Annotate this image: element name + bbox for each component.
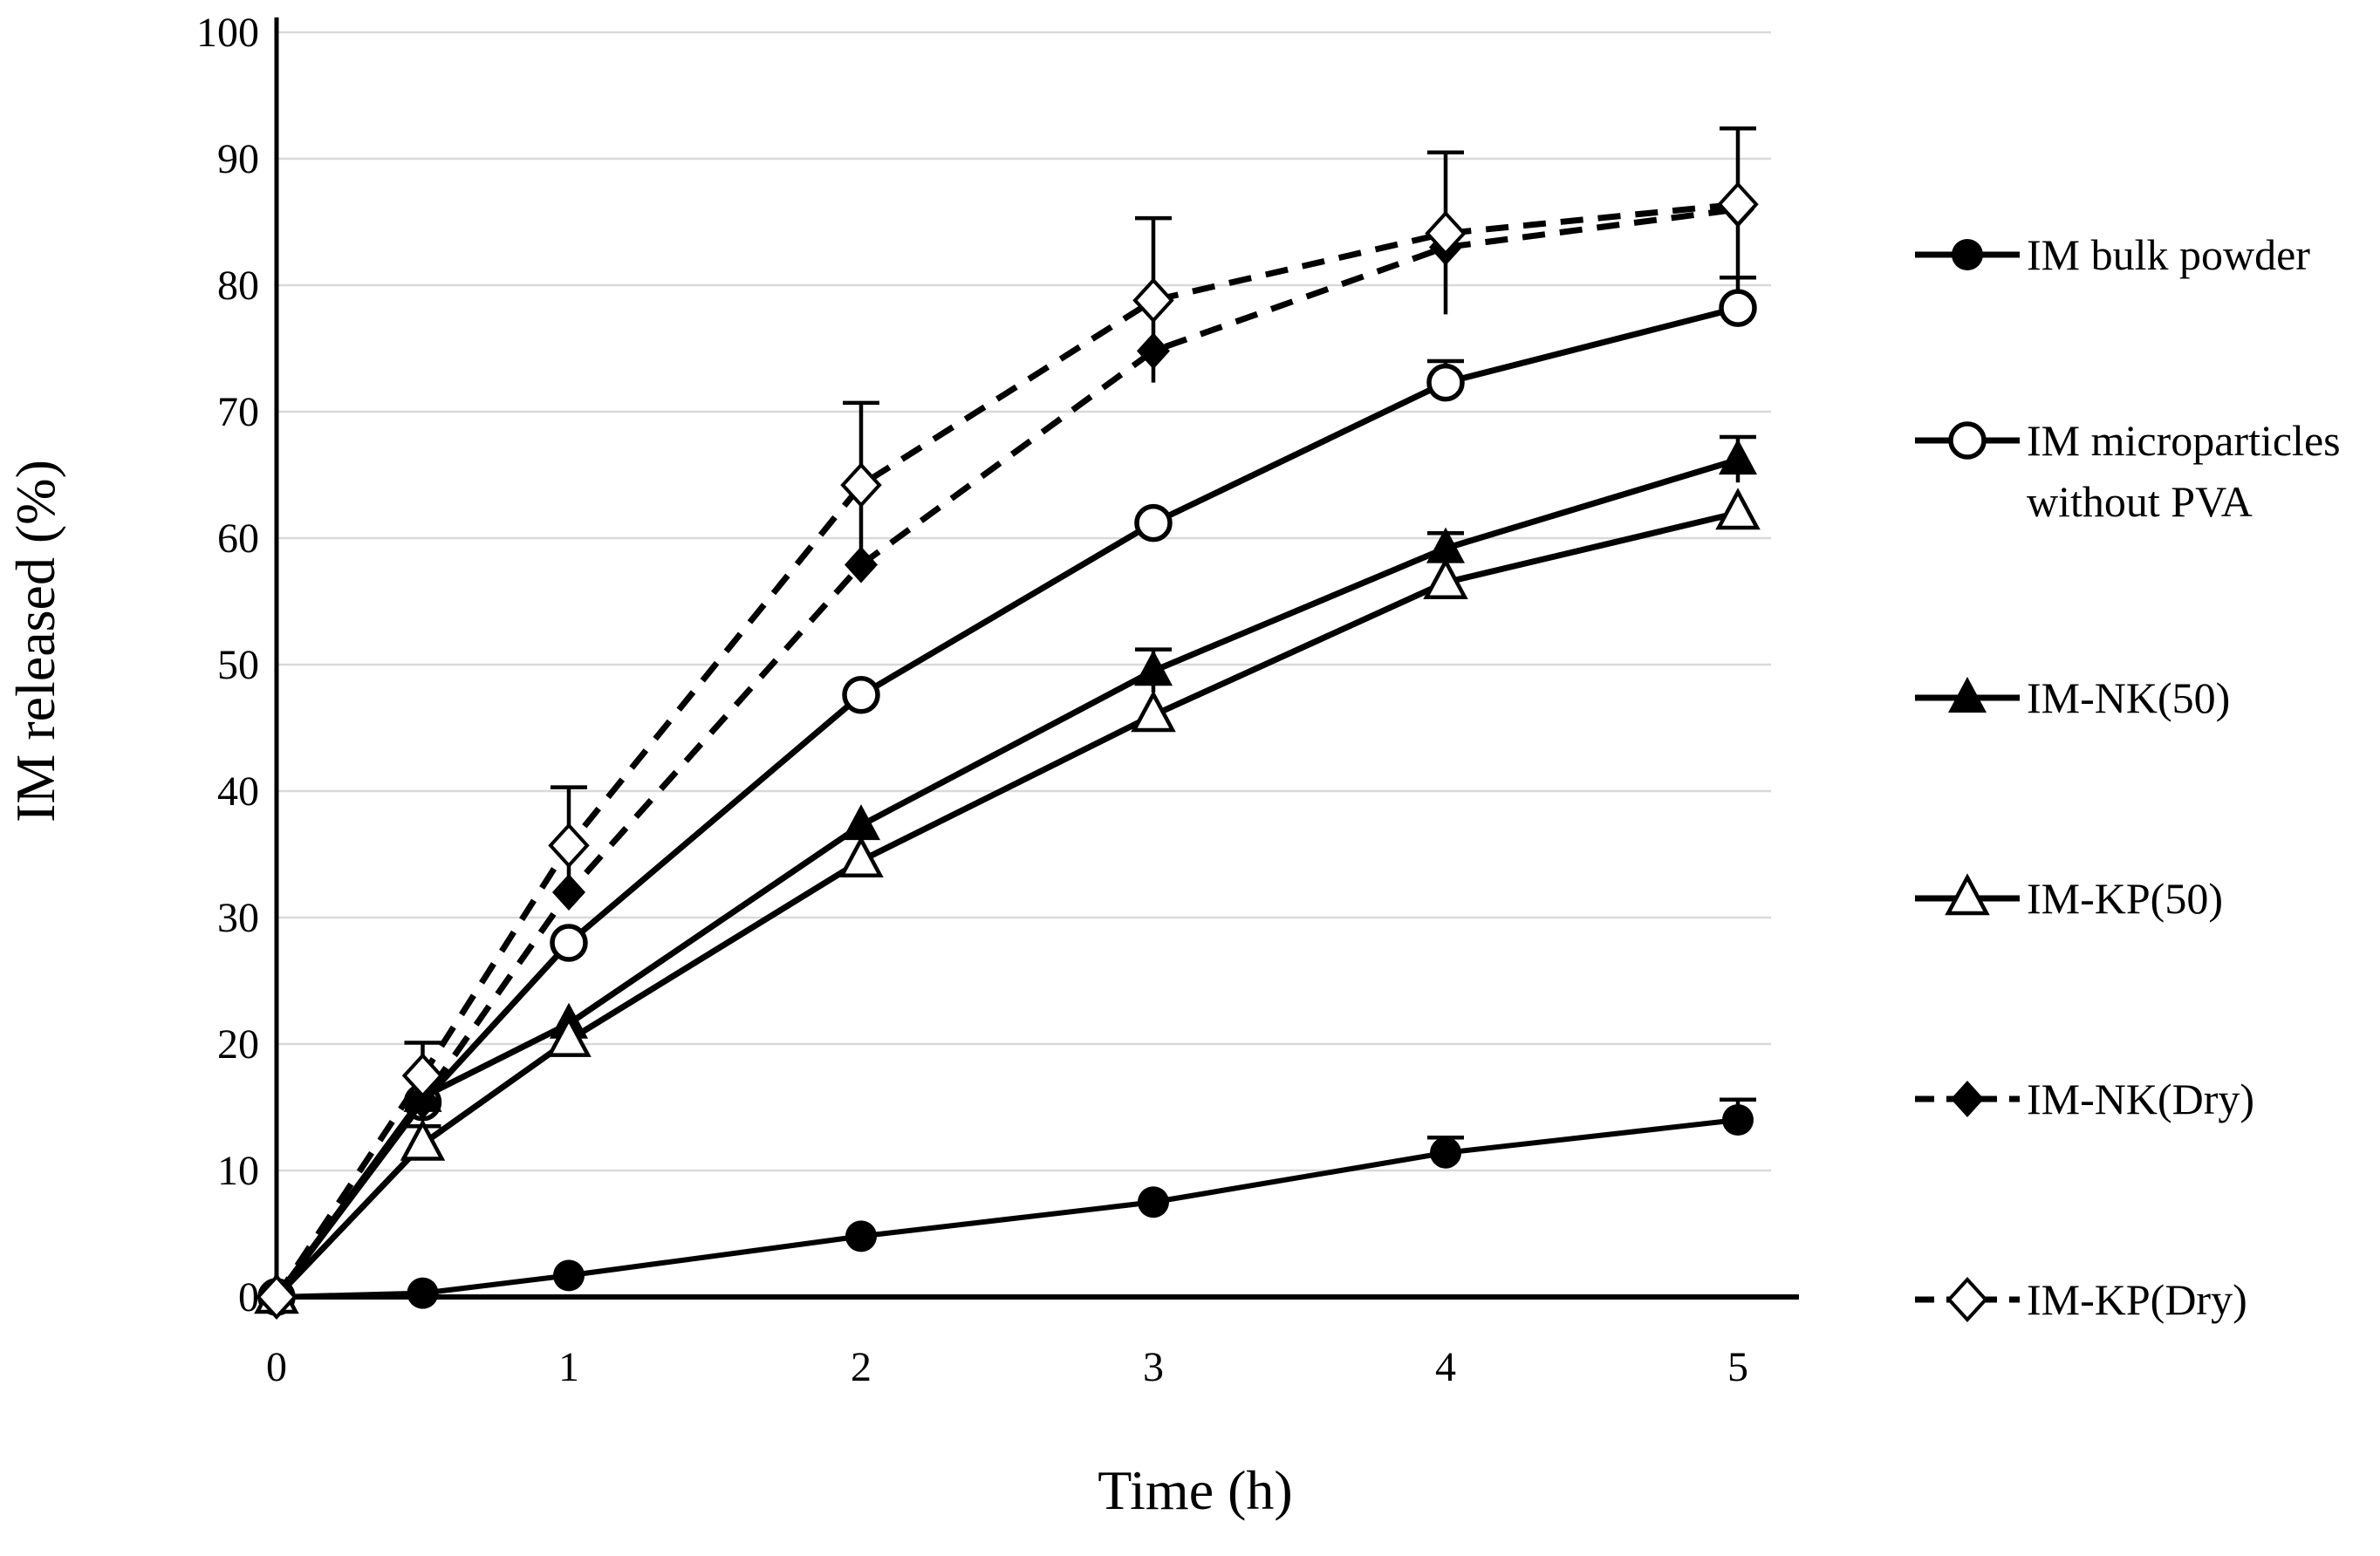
y-axis-title: IM released (%) [4,460,66,822]
x-tick-label: 1 [558,1344,579,1390]
legend-item-im-nk-dry: IM-NK(Dry) [1915,1068,2254,1129]
x-tick-label: 3 [1143,1344,1164,1390]
x-tick-label: 5 [1727,1344,1748,1390]
y-tick-label: 80 [217,263,259,309]
legend-swatch-circle-open-icon [1915,410,2020,471]
legend-item-im-microparticles: IM microparticles without PVA [1915,410,2341,532]
legend-label: IM-KP(Dry) [2027,1275,2247,1324]
y-tick-label: 20 [217,1021,259,1068]
y-tick-label: 50 [217,642,259,688]
tick-labels: 0 10 20 30 40 50 60 70 80 90 100 0 1 2 3 4 5 [196,10,1748,1390]
legend-label: IM-KP(50) [2027,874,2223,923]
axes [274,17,1799,1300]
legend-label: IM-NK(50) [2027,673,2231,722]
legend-item-im-kp-dry: IM-KP(Dry) [1915,1269,2247,1330]
legend-swatch-triangle-open-icon [1915,868,2020,929]
x-tick-label: 0 [266,1344,287,1390]
series-5 [256,126,1759,1320]
x-tick-label: 4 [1435,1344,1456,1390]
y-tick-label: 30 [217,895,259,941]
y-tick-label: 100 [196,10,259,56]
y-tick-label: 10 [217,1148,259,1194]
legend-swatch-triangle-filled-icon [1915,667,2020,728]
legend-item-im-nk50: IM-NK(50) [1915,667,2230,728]
x-axis-title: Time (h) [1098,1459,1292,1521]
legend-item-im-kp50: IM-KP(50) [1915,868,2223,929]
y-tick-label: 60 [217,515,259,562]
x-tick-label: 2 [851,1344,872,1390]
legend-swatch-diamond-filled-icon [1915,1068,2020,1129]
legend-swatch-diamond-open-icon [1915,1269,2020,1330]
y-tick-label: 0 [238,1274,259,1321]
legend-label: IM-NK(Dry) [2027,1075,2255,1123]
y-tick-label: 40 [217,768,259,815]
legend-item-im-bulk-powder: IM bulk powder [1915,224,2310,285]
legend-label: IM bulk powder [2027,230,2310,279]
legend-swatch-circle-filled-icon [1915,224,2020,285]
legend-label: IM microparticles without PVA [2027,416,2341,526]
series-0 [261,1097,1756,1313]
y-tick-label: 90 [217,136,259,182]
y-tick-label: 70 [217,389,259,435]
